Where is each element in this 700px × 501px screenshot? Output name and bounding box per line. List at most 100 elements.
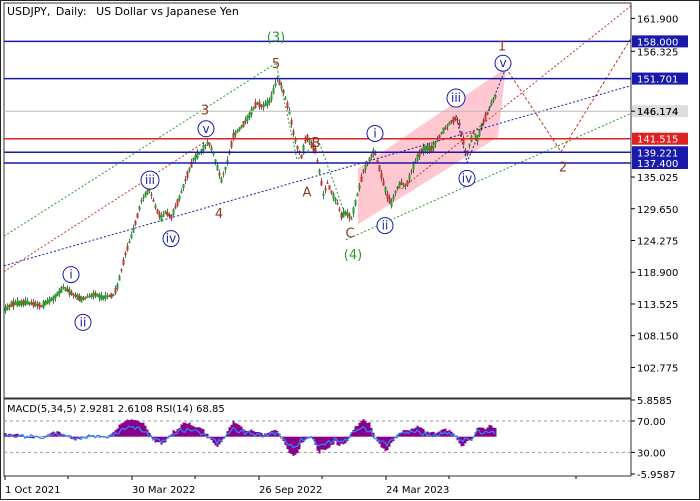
candle-body [236,130,239,133]
macd-bar [480,427,483,437]
candle-body [126,245,129,251]
y-tick-label: 124.275 [637,237,678,248]
candle-body [438,135,441,138]
macd-bar [372,432,375,437]
candle-body [324,187,327,191]
candle-body [454,117,457,121]
candle-body [442,127,445,134]
macd-bar [42,435,45,437]
macd-bar [432,431,435,437]
y-tick-label: 156.325 [637,47,678,58]
candle-body [152,199,155,202]
macd-bar [406,430,409,437]
candle-body [252,107,255,110]
wave-label: i [69,268,72,282]
description-label: US Dollar vs Japanese Yen [96,5,239,18]
macd-bar [340,436,343,444]
y-tick-label: 129.650 [637,205,678,216]
level-tag-0 [632,35,688,48]
candle-body [408,174,411,180]
wave-label: i [373,126,376,140]
level-value: 141.515 [637,135,678,146]
candle-body [424,146,427,151]
candle-body [160,215,163,222]
macd-bar [140,422,143,437]
candle-body [136,213,139,218]
macd-bar [436,432,439,437]
candle-body [360,176,363,182]
macd-bar [172,430,175,437]
macd-label: MACD(5,34,5) 2.9281 2.6108 [7,404,153,415]
macd-bar [456,436,459,441]
candle-body [390,200,393,207]
candle-body [166,211,169,217]
macd-bar [280,436,283,437]
wave-label: 5 [272,57,280,72]
candle-body [154,205,157,208]
y-tick-label: 135.025 [637,173,678,184]
macd-bar [38,436,41,438]
wave-label-circle [74,313,92,331]
y-tick-label: 102.775 [637,363,678,374]
candle-body [48,298,51,303]
candle-body [4,307,7,312]
wave-label: iii [145,173,155,187]
macd-bar [200,428,203,437]
candle-body [52,296,55,301]
candle-body [22,300,25,305]
candle-body [116,283,119,289]
candle-body [266,100,269,106]
macd-bar [212,436,215,444]
macd-bar [30,436,33,439]
candle-body [400,181,403,185]
candle-body [122,259,125,265]
candle-body [32,301,35,307]
candle-body [86,296,89,298]
candle-body [46,300,49,304]
candle-body [36,304,39,306]
candle-body [28,301,31,305]
candle-body [208,142,211,146]
macd-bar [250,429,253,437]
wave-label-circle [140,170,160,190]
wave-label: C [345,227,354,242]
candle-body [358,185,361,189]
candle-body [374,153,377,156]
candle-body [180,190,183,194]
level-value: 158.000 [637,37,678,48]
y-tick-label: 118.900 [637,268,678,279]
candle-body [258,101,261,108]
candle-body [412,163,415,170]
macd-bar [476,427,479,437]
level-tag-4 [632,146,688,159]
candle-body [304,137,307,143]
macd-bar [240,426,243,437]
macd-bar [120,423,123,437]
candle-body [300,154,303,159]
macd-bar [46,435,49,437]
macd-bar [246,430,249,437]
candle-body [312,144,315,151]
candle-body [452,116,455,124]
candle-body [188,168,191,172]
candle-body [422,146,425,153]
wave-label-circle [494,54,512,72]
candle-body [248,112,251,118]
candle-body [140,199,143,202]
candle-body [292,130,295,135]
macd-bar [62,435,65,437]
candle-body [42,301,45,308]
level-value: 151.701 [637,75,678,86]
candle-body [186,171,189,178]
candle-body [376,159,379,163]
wave-label: (4) [344,248,362,263]
candle-body [336,202,339,205]
symbol-label: USDJPY, [7,5,51,18]
candle-body [460,131,463,135]
candle-body [468,143,471,146]
candle-body [436,138,439,142]
macd-bar [276,430,279,437]
candle-body [426,145,429,151]
y-tick-label: 146.174 [637,107,678,118]
